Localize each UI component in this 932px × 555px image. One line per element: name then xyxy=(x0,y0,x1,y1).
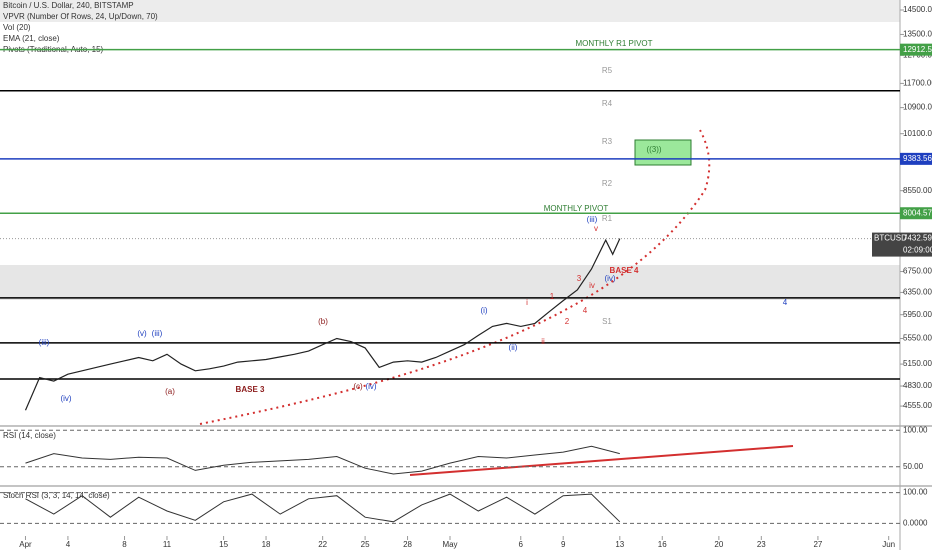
target-box xyxy=(634,139,692,166)
x-tick-label: 22 xyxy=(318,540,327,549)
header-text: EMA (21, close) xyxy=(3,34,60,43)
annotation: 4 xyxy=(783,298,788,307)
x-tick-label: Apr xyxy=(19,540,32,549)
y-tick-label: 5950.00 xyxy=(903,310,932,319)
annotation: (iv) xyxy=(60,394,71,403)
annotation: MONTHLY R1 PIVOT xyxy=(575,39,652,48)
annotation: (iii) xyxy=(39,338,50,347)
last-tag xyxy=(872,232,932,257)
header-text: Bitcoin / U.S. Dollar, 240, BITSTAMP xyxy=(3,1,134,10)
y-tick-label: 4555.00 xyxy=(903,401,932,410)
annotation: BASE 4 xyxy=(610,266,639,275)
annotation: (v) xyxy=(137,329,147,338)
price-tag xyxy=(900,207,932,220)
annotation: (iii) xyxy=(152,329,163,338)
countdown: 02:09:00 xyxy=(903,246,932,255)
price-tag-label: 12912.54 xyxy=(903,45,932,54)
annotation: 3 xyxy=(577,274,582,283)
x-tick-label: Jun xyxy=(882,540,895,549)
last-symbol: BTCUSD xyxy=(874,234,907,243)
annotation: MONTHLY PIVOT xyxy=(544,204,609,213)
y-tick-label: 14500.00 xyxy=(903,5,932,14)
panel-title: RSI (14, close) xyxy=(3,431,56,440)
price-tag xyxy=(900,152,932,165)
x-tick-label: May xyxy=(442,540,457,549)
stoch-line xyxy=(25,493,621,523)
annotation: ((3)) xyxy=(646,145,661,154)
annotation: 1 xyxy=(550,292,555,301)
x-tick-label: 25 xyxy=(361,540,370,549)
price-tag-label: 8004.57 xyxy=(903,208,932,217)
top-band xyxy=(0,0,900,22)
y-tick-label: 100.00 xyxy=(903,425,928,434)
annotation: v xyxy=(594,224,598,233)
header-text: Vol (20) xyxy=(3,23,31,32)
last-value: 7432.59 xyxy=(903,234,932,243)
x-tick-label: 18 xyxy=(262,540,271,549)
annotation: R2 xyxy=(602,179,613,188)
x-tick-label: 23 xyxy=(757,540,766,549)
annotation: (iv) xyxy=(604,274,615,283)
annotation: R1 xyxy=(602,214,613,223)
annotation: (i) xyxy=(480,306,487,315)
x-tick-label: 4 xyxy=(66,540,71,549)
x-tick-label: 20 xyxy=(714,540,723,549)
y-tick-label: 6750.00 xyxy=(903,267,932,276)
y-tick-label: 4830.00 xyxy=(903,381,932,390)
annotation: R4 xyxy=(602,99,613,108)
zone xyxy=(0,265,900,300)
x-tick-label: 28 xyxy=(403,540,412,549)
annotation: (b) xyxy=(318,317,328,326)
annotation: iv xyxy=(589,281,595,290)
panel-title: Stoch RSI (3, 3, 14, 14, close) xyxy=(3,491,110,500)
y-tick-label: 10900.00 xyxy=(903,103,932,112)
y-tick-label: 11700.00 xyxy=(903,79,932,88)
x-tick-label: 8 xyxy=(122,540,127,549)
price-tag-label: 9383.56 xyxy=(903,154,932,163)
annotation: (ii) xyxy=(509,343,518,352)
annotation: (c) xyxy=(353,382,363,391)
annotation: (iv) xyxy=(365,382,376,391)
y-tick-label: 5150.00 xyxy=(903,359,932,368)
annotation: i xyxy=(526,298,528,307)
rsi-line xyxy=(25,445,620,475)
x-tick-label: 11 xyxy=(163,540,172,549)
y-tick-label: 13500.00 xyxy=(903,30,932,39)
x-tick-label: 9 xyxy=(561,540,566,549)
rsi-trendline xyxy=(409,445,794,476)
annotation: 4 xyxy=(583,306,588,315)
x-tick-label: 13 xyxy=(615,540,624,549)
header-text: VPVR (Number Of Rows, 24, Up/Down, 70) xyxy=(3,12,158,21)
price-tag xyxy=(900,43,932,56)
y-tick-label: 8550.00 xyxy=(903,186,932,195)
y-tick-label: 0.0000 xyxy=(903,518,928,527)
annotation: R5 xyxy=(602,66,613,75)
x-tick-label: 15 xyxy=(219,540,228,549)
annotation: 2 xyxy=(565,317,570,326)
price-line xyxy=(24,238,621,411)
annotation: R3 xyxy=(602,137,613,146)
y-tick-label: 10100.00 xyxy=(903,129,932,138)
annotation: (iii) xyxy=(587,215,598,224)
annotation: ii xyxy=(541,337,545,346)
annotation: BASE 3 xyxy=(236,385,265,394)
annotation: S1 xyxy=(602,317,612,326)
y-tick-label: 6350.00 xyxy=(903,288,932,297)
x-tick-label: 16 xyxy=(658,540,667,549)
annotation: (a) xyxy=(165,387,175,396)
y-tick-label: 50.00 xyxy=(903,462,924,471)
y-tick-label: 100.00 xyxy=(903,488,928,497)
x-tick-label: 27 xyxy=(813,540,822,549)
x-tick-label: 6 xyxy=(519,540,524,549)
y-tick-label: 5550.00 xyxy=(903,334,932,343)
